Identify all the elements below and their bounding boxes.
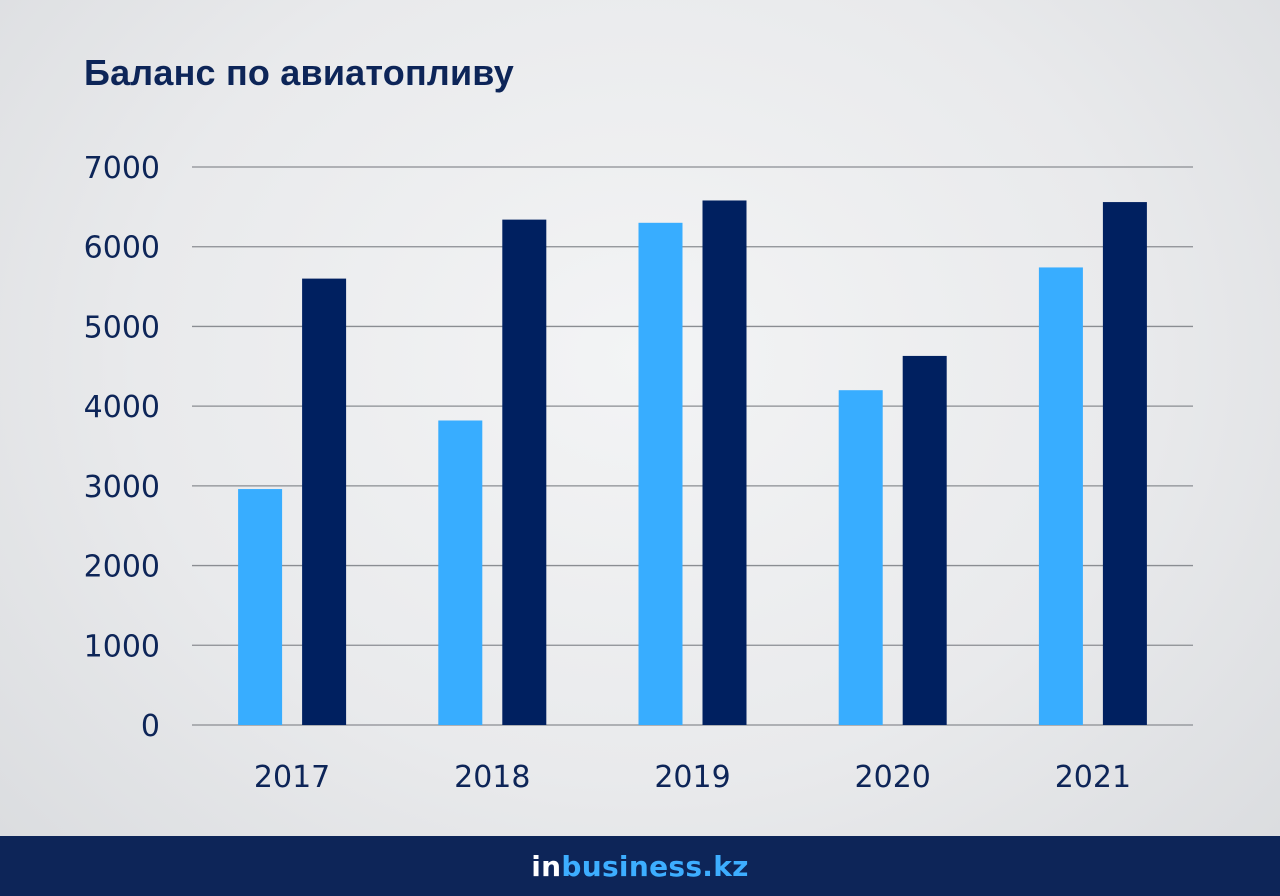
x-tick-label: 2018 bbox=[454, 760, 530, 795]
y-tick-label: 6000 bbox=[84, 231, 160, 266]
bar bbox=[1038, 267, 1083, 725]
brand-logo[interactable]: inbusiness.kz bbox=[531, 850, 749, 883]
footer-bar: inbusiness.kz bbox=[0, 836, 1280, 896]
x-tick-label: 2021 bbox=[1055, 760, 1131, 795]
y-tick-label: 2000 bbox=[84, 550, 160, 585]
y-tick-label: 3000 bbox=[84, 470, 160, 505]
bar bbox=[438, 420, 483, 725]
bar bbox=[502, 219, 547, 725]
bar bbox=[638, 222, 683, 726]
bar bbox=[902, 355, 947, 725]
x-tick-label: 2020 bbox=[855, 760, 931, 795]
chart-title: Баланс по авиатопливу bbox=[84, 52, 514, 93]
y-tick-label: 1000 bbox=[84, 629, 160, 664]
y-tick-label: 0 bbox=[141, 709, 160, 744]
bar bbox=[838, 390, 883, 725]
y-tick-label: 5000 bbox=[84, 310, 160, 345]
bar-chart: 0 1000 2000 3000 4000 5000 6000 7000 2017 2018 201… bbox=[84, 151, 1193, 795]
bar bbox=[238, 489, 283, 725]
x-tick-label: 2019 bbox=[654, 760, 730, 795]
bar bbox=[702, 200, 747, 726]
brand-prefix: in bbox=[531, 849, 562, 883]
brand-name: business.kz bbox=[561, 849, 749, 883]
bar bbox=[1102, 202, 1147, 725]
y-tick-label: 7000 bbox=[84, 151, 160, 186]
y-tick-label: 4000 bbox=[84, 390, 160, 425]
bar bbox=[302, 278, 347, 725]
x-tick-label: 2017 bbox=[254, 760, 330, 795]
